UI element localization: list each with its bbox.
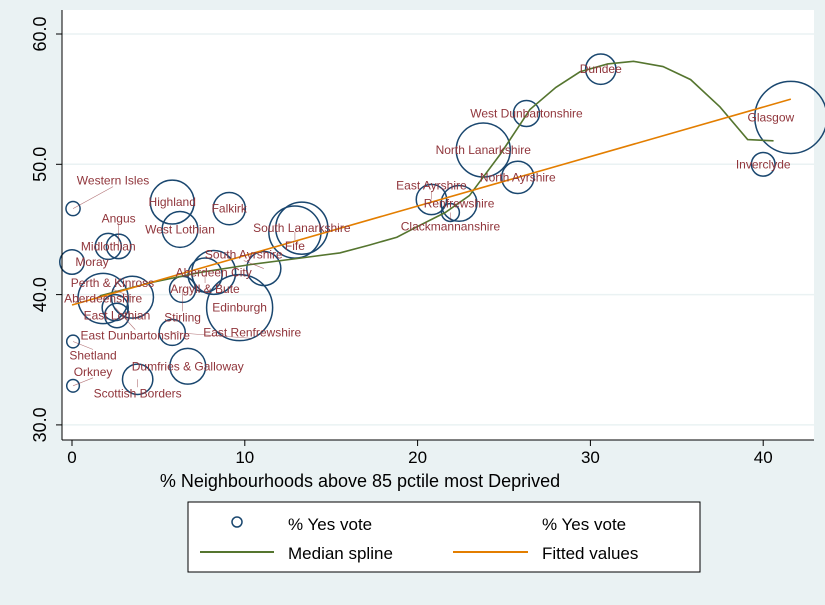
data-point <box>158 318 187 347</box>
point-label: Shetland <box>69 349 116 363</box>
legend-marker-icon <box>231 516 243 528</box>
point-label: East Lothian <box>84 308 151 322</box>
label-leader-line <box>72 377 94 387</box>
point-label: East Dunbartonshire <box>80 329 190 343</box>
point-label: Dundee <box>580 62 622 76</box>
point-label: West Dunbartonshire <box>470 106 583 120</box>
x-axis-title: % Neighbourhoods above 85 pctile most De… <box>160 471 560 491</box>
point-label: Fife <box>285 239 305 253</box>
data-point <box>65 378 81 393</box>
data-point <box>750 151 776 177</box>
label-leader-line <box>243 260 264 269</box>
point-label: South Lanarkshire <box>253 221 351 235</box>
data-point <box>274 201 329 255</box>
x-tick-label: 0 <box>67 448 76 467</box>
data-point <box>512 99 541 128</box>
data-point <box>77 272 129 325</box>
point-label: Midlothian <box>81 239 136 253</box>
data-point <box>205 273 274 342</box>
legend-label: % Yes vote <box>542 515 626 534</box>
data-point <box>191 249 237 296</box>
data-point <box>59 249 85 276</box>
data-point <box>440 184 478 223</box>
point-label: Aberdeenshire <box>64 292 142 306</box>
label-leader-line <box>172 332 253 339</box>
label-leader-line <box>72 341 94 350</box>
legend-label: Fitted values <box>542 544 638 563</box>
legend: % Yes vote % Yes vote Median spline Fitt… <box>187 501 701 573</box>
data-point <box>440 202 461 223</box>
y-tick-label: 40.0 <box>30 277 50 312</box>
data-point <box>103 302 130 329</box>
point-label: Clackmannanshire <box>401 220 501 234</box>
data-point <box>110 275 155 319</box>
point-label: North Lanarkshire <box>436 143 532 157</box>
data-point <box>500 160 535 195</box>
point-label: South Ayrshire <box>205 248 283 262</box>
point-label: Perth & Kinross <box>71 276 154 290</box>
point-label: Moray <box>75 255 108 269</box>
point-label: East Ayrshire <box>396 178 467 192</box>
point-label: West Lothian <box>145 222 215 236</box>
y-tick-label: 50.0 <box>30 147 50 182</box>
point-label: Orkney <box>74 365 113 379</box>
x-tick-label: 20 <box>408 448 427 467</box>
x-tick-label: 30 <box>581 448 600 467</box>
point-label: Inverclyde <box>736 157 791 171</box>
point-label: Glasgow <box>748 110 795 124</box>
label-leader-line <box>112 288 133 298</box>
data-point <box>101 293 129 322</box>
point-label: Renfrewshire <box>424 196 495 210</box>
x-tick-label: 40 <box>754 448 773 467</box>
point-label: Dumfries & Galloway <box>132 359 244 373</box>
point-label: Edinburgh <box>212 301 267 315</box>
legend-label: Median spline <box>288 544 393 563</box>
fitted-values-line <box>71 98 792 306</box>
point-label: East Renfrewshire <box>203 325 301 339</box>
point-label: Stirling <box>164 310 201 324</box>
point-label: Scottish Borders <box>94 386 182 400</box>
plot-area <box>62 10 814 440</box>
point-label: North Ayrshire <box>480 170 556 184</box>
point-label: Highland <box>149 195 196 209</box>
point-label: Falkirk <box>212 202 248 216</box>
data-point <box>754 80 825 155</box>
data-point <box>161 210 199 249</box>
point-label: Angus <box>102 211 136 225</box>
data-point <box>65 200 81 217</box>
y-tick-label: 60.0 <box>30 16 50 51</box>
data-point <box>65 334 81 349</box>
point-label: Argyll & Bute <box>170 282 240 296</box>
data-point <box>149 179 195 225</box>
y-tick-label: 30.0 <box>30 407 50 442</box>
median-spline-line <box>99 60 774 297</box>
data-point <box>121 363 154 396</box>
legend-label: % Yes vote <box>288 515 372 534</box>
label-leader-line <box>114 307 136 330</box>
data-point <box>584 53 617 86</box>
data-point <box>169 347 207 385</box>
x-tick-label: 10 <box>235 448 254 467</box>
point-label: Aberdeen City <box>176 265 252 279</box>
data-point <box>94 232 123 261</box>
data-point <box>415 183 448 216</box>
label-leader-line <box>72 186 114 209</box>
point-label: Western Isles <box>77 174 149 188</box>
data-point <box>212 191 247 226</box>
